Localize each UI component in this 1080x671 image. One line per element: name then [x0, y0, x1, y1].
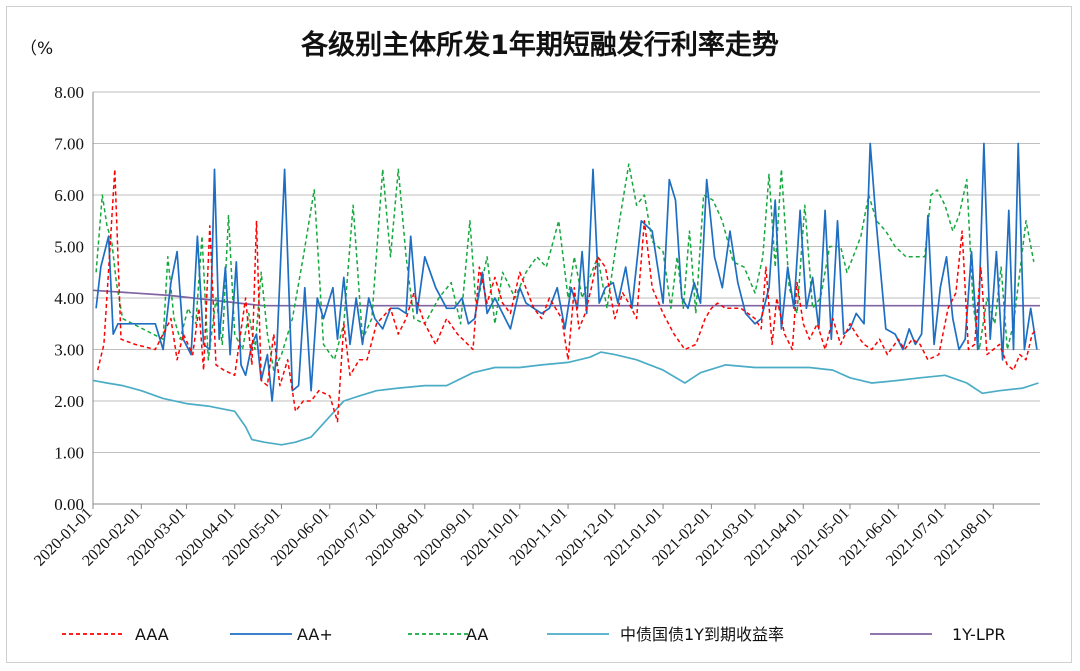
legend: AAA AA+ AA 中债国债1Y到期收益率 1Y-LPR: [62, 625, 1006, 644]
legend-label: AA: [466, 625, 488, 644]
gridlines: [93, 91, 1040, 453]
legend-label: 1Y-LPR: [952, 625, 1006, 644]
series-line-AAA: [96, 168, 1038, 423]
chart-title: 各级别主体所发1年期短融发行利率走势: [300, 29, 779, 61]
y-tick-label: 4.00: [54, 289, 84, 308]
series-line-AA: [95, 163, 1035, 371]
series-lines: [92, 142, 1040, 446]
y-tick-label: 1.00: [54, 444, 84, 463]
legend-label: AA+: [297, 625, 333, 644]
y-axis-unit-label: （%: [20, 39, 53, 59]
y-tick-label: 3.00: [54, 341, 84, 360]
series-line-中债国债1Y到期收益率: [92, 351, 1039, 446]
y-tick-label: 7.00: [54, 135, 84, 154]
y-tick-label: 0.00: [54, 495, 84, 514]
y-tick-labels: 0.00 1.00 2.00 3.00 4.00 5.00 6.00 7.00 8.00: [54, 83, 84, 514]
y-tick-label: 8.00: [54, 83, 84, 102]
axes: [92, 92, 1040, 509]
x-tick-labels: 2020-01-012020-02-012020-03-012020-04-01…: [31, 505, 996, 570]
y-tick-label: 5.00: [54, 238, 84, 257]
legend-label: 中债国债1Y到期收益率: [620, 625, 784, 644]
legend-label: AAA: [135, 625, 169, 644]
y-tick-label: 2.00: [54, 392, 84, 411]
y-tick-label: 6.00: [54, 186, 84, 205]
